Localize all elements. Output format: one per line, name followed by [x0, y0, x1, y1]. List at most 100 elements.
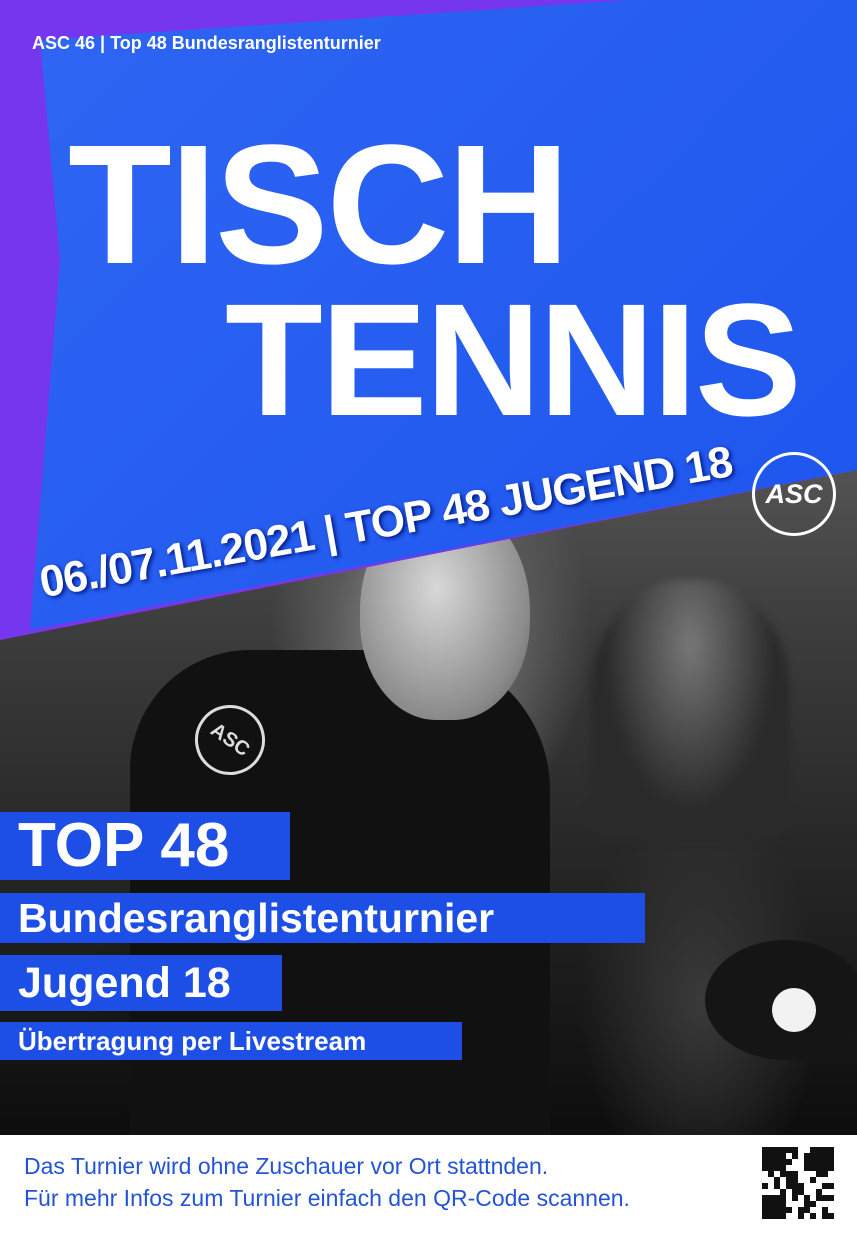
qr-module	[774, 1213, 780, 1219]
qr-module	[828, 1153, 834, 1159]
qr-module	[768, 1189, 774, 1195]
qr-module	[804, 1213, 810, 1219]
qr-module	[786, 1195, 792, 1201]
qr-module	[762, 1177, 768, 1183]
qr-module	[780, 1147, 786, 1153]
qr-module	[774, 1165, 780, 1171]
qr-module	[798, 1159, 804, 1165]
qr-module	[780, 1207, 786, 1213]
footer-line-1: Das Turnier wird ohne Zuschauer vor Ort …	[24, 1153, 549, 1179]
qr-module	[768, 1153, 774, 1159]
qr-module	[774, 1153, 780, 1159]
qr-module	[822, 1165, 828, 1171]
qr-module	[792, 1147, 798, 1153]
qr-module	[798, 1165, 804, 1171]
qr-module	[816, 1195, 822, 1201]
title-line-1: TISCH	[68, 110, 570, 300]
qr-module	[762, 1189, 768, 1195]
qr-module	[780, 1171, 786, 1177]
qr-module	[774, 1189, 780, 1195]
qr-module	[798, 1213, 804, 1219]
qr-module	[810, 1171, 816, 1177]
qr-module	[810, 1213, 816, 1219]
qr-module	[768, 1171, 774, 1177]
qr-module	[768, 1159, 774, 1165]
qr-module	[828, 1189, 834, 1195]
qr-module	[780, 1195, 786, 1201]
qr-module	[816, 1177, 822, 1183]
qr-module	[810, 1207, 816, 1213]
qr-module	[762, 1195, 768, 1201]
qr-module	[768, 1147, 774, 1153]
qr-module	[804, 1153, 810, 1159]
qr-module	[798, 1171, 804, 1177]
qr-module	[792, 1207, 798, 1213]
qr-module	[792, 1213, 798, 1219]
qr-module	[828, 1183, 834, 1189]
qr-module	[810, 1183, 816, 1189]
qr-module	[810, 1177, 816, 1183]
qr-module	[822, 1213, 828, 1219]
qr-module	[798, 1189, 804, 1195]
qr-module	[804, 1171, 810, 1177]
qr-module	[792, 1183, 798, 1189]
qr-module	[762, 1183, 768, 1189]
qr-module	[768, 1201, 774, 1207]
qr-module	[774, 1177, 780, 1183]
qr-module	[792, 1177, 798, 1183]
qr-module	[786, 1159, 792, 1165]
qr-module	[786, 1207, 792, 1213]
qr-module	[816, 1153, 822, 1159]
qr-module	[786, 1171, 792, 1177]
title-line-2: TENNIS	[225, 270, 802, 449]
qr-module	[822, 1195, 828, 1201]
qr-module	[816, 1201, 822, 1207]
qr-module	[798, 1201, 804, 1207]
qr-module	[822, 1147, 828, 1153]
qr-module	[822, 1201, 828, 1207]
qr-module	[828, 1177, 834, 1183]
qr-module	[768, 1195, 774, 1201]
qr-module	[816, 1159, 822, 1165]
qr-code-icon[interactable]	[762, 1147, 834, 1219]
qr-module	[762, 1201, 768, 1207]
qr-module	[780, 1213, 786, 1219]
qr-module	[780, 1165, 786, 1171]
qr-module	[762, 1153, 768, 1159]
qr-module	[798, 1195, 804, 1201]
qr-module	[774, 1201, 780, 1207]
qr-module	[798, 1153, 804, 1159]
qr-module	[822, 1189, 828, 1195]
qr-module	[822, 1183, 828, 1189]
qr-module	[762, 1207, 768, 1213]
qr-module	[780, 1159, 786, 1165]
qr-module	[816, 1171, 822, 1177]
qr-module	[780, 1201, 786, 1207]
qr-module	[816, 1147, 822, 1153]
qr-module	[786, 1201, 792, 1207]
qr-module	[828, 1147, 834, 1153]
qr-module	[828, 1201, 834, 1207]
qr-module	[792, 1159, 798, 1165]
qr-module	[828, 1213, 834, 1219]
qr-module	[816, 1183, 822, 1189]
qr-module	[792, 1165, 798, 1171]
qr-module	[804, 1183, 810, 1189]
band-livestream: Übertragung per Livestream	[0, 1022, 462, 1060]
qr-module	[816, 1213, 822, 1219]
qr-module	[792, 1153, 798, 1159]
qr-module	[792, 1189, 798, 1195]
qr-module	[762, 1213, 768, 1219]
qr-module	[822, 1171, 828, 1177]
qr-module	[828, 1159, 834, 1165]
qr-module	[804, 1195, 810, 1201]
qr-module	[762, 1147, 768, 1153]
qr-module	[828, 1171, 834, 1177]
qr-module	[798, 1147, 804, 1153]
qr-module	[762, 1159, 768, 1165]
qr-module	[804, 1147, 810, 1153]
qr-module	[774, 1195, 780, 1201]
qr-module	[804, 1189, 810, 1195]
qr-module	[804, 1177, 810, 1183]
